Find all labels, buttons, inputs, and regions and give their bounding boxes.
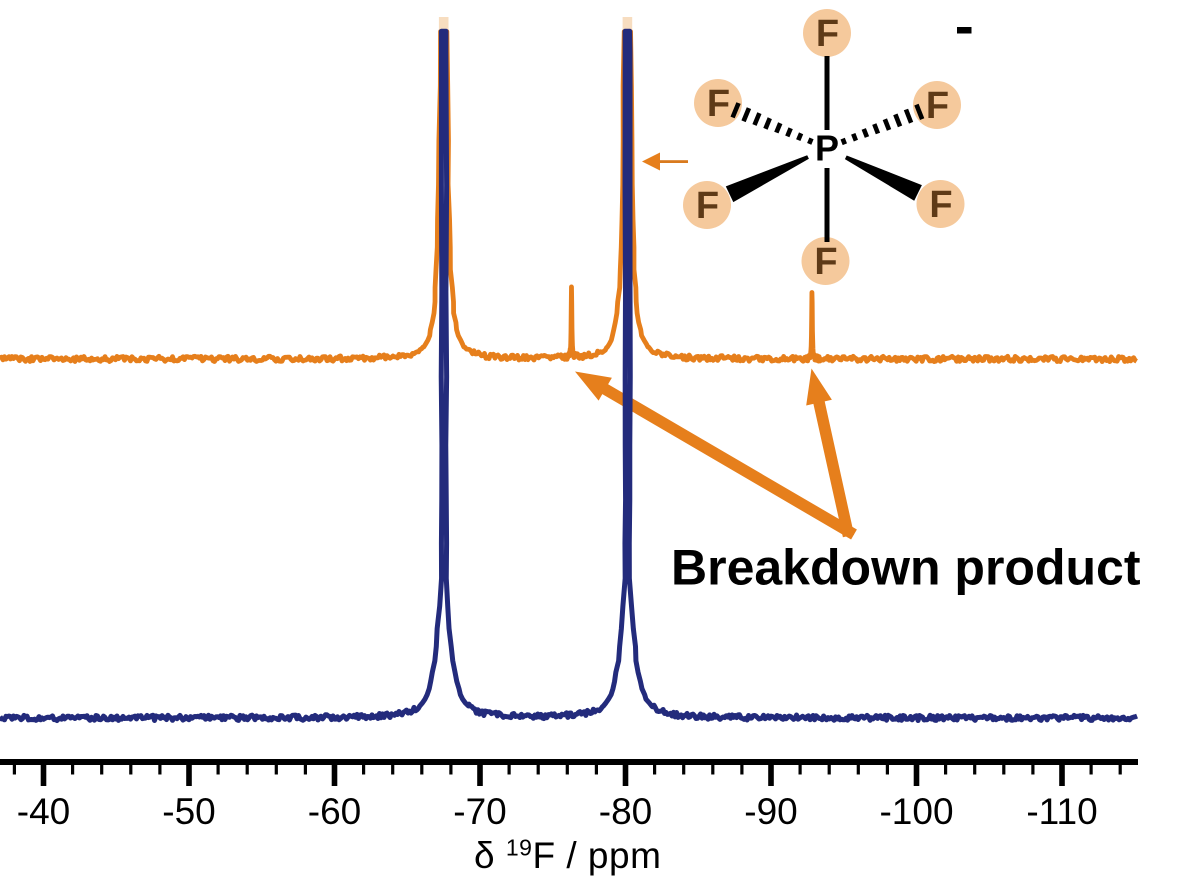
svg-text:F: F bbox=[929, 184, 952, 226]
svg-text:F: F bbox=[696, 185, 719, 227]
svg-text:-40: -40 bbox=[17, 791, 70, 832]
svg-text:-90: -90 bbox=[744, 791, 797, 832]
svg-text:-60: -60 bbox=[308, 791, 361, 832]
svg-text:P: P bbox=[815, 128, 839, 169]
svg-text:F: F bbox=[816, 13, 839, 55]
svg-text:-110: -110 bbox=[1026, 791, 1097, 832]
svg-text:F: F bbox=[707, 83, 730, 125]
svg-text:Breakdown product: Breakdown product bbox=[671, 540, 1141, 596]
svg-text:δ 19F / ppm: δ 19F / ppm bbox=[474, 835, 661, 877]
svg-text:-70: -70 bbox=[453, 791, 506, 832]
svg-text:-100: -100 bbox=[879, 791, 953, 832]
svg-text:F: F bbox=[926, 85, 949, 127]
svg-text:-80: -80 bbox=[599, 791, 652, 832]
svg-text:F: F bbox=[814, 241, 837, 283]
svg-text:-50: -50 bbox=[162, 791, 215, 832]
